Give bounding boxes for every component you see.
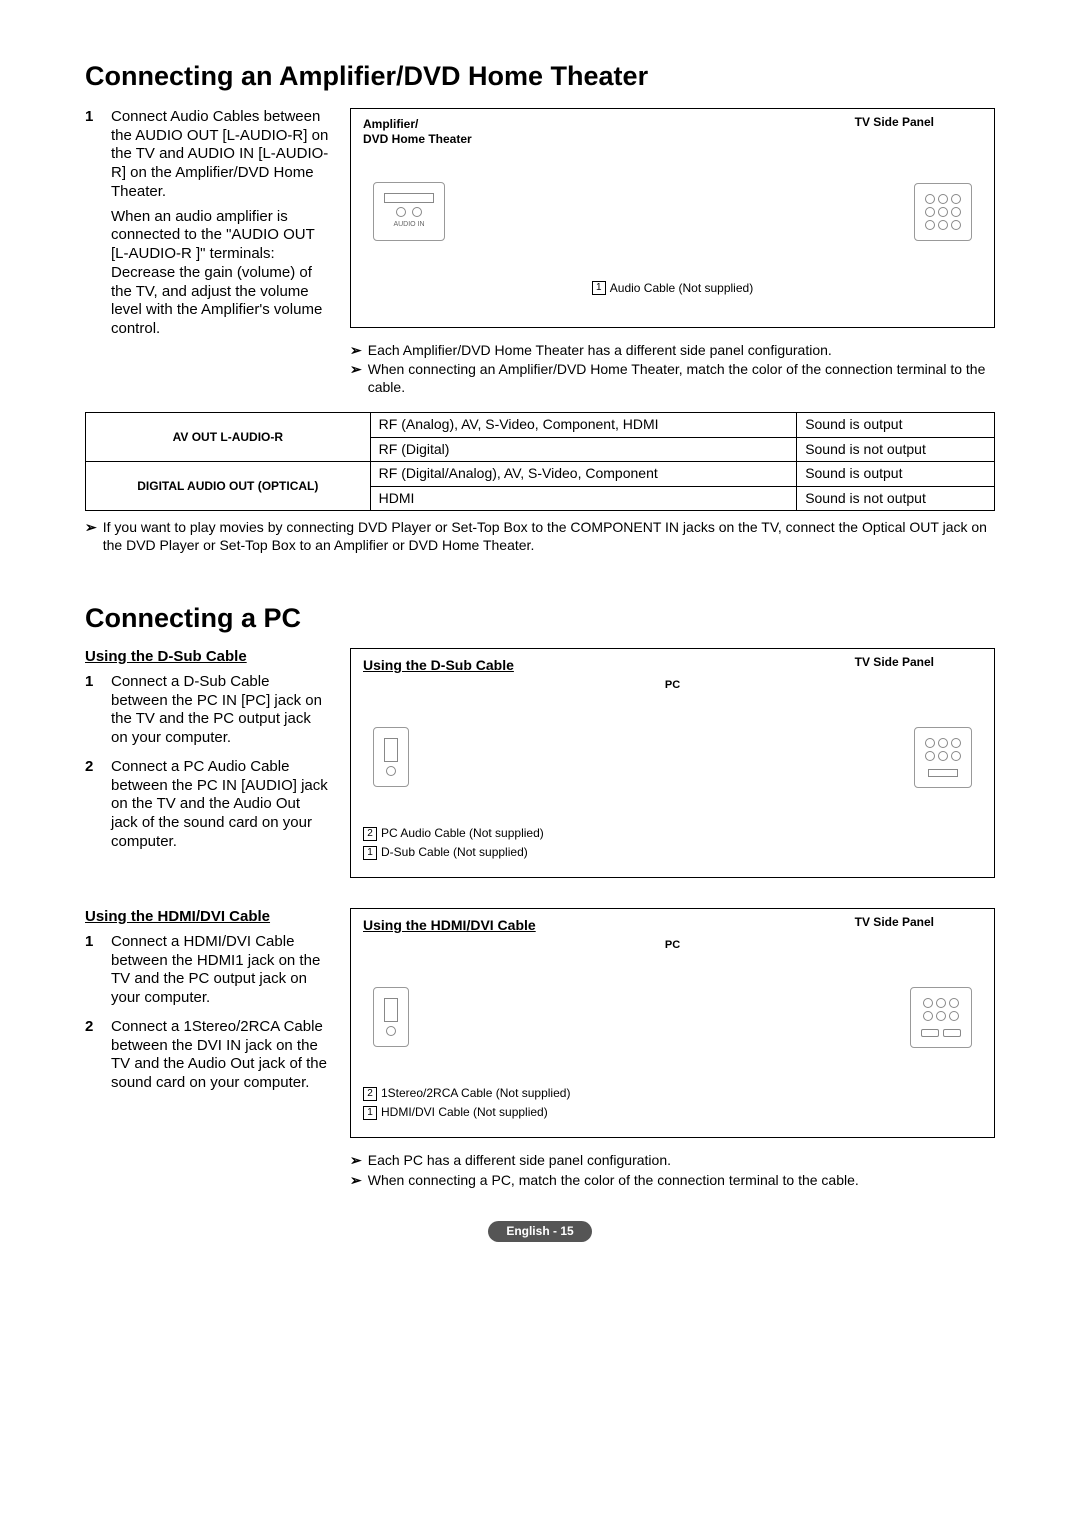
page-footer: English - 15: [85, 1221, 995, 1242]
step-text: Connect a D-Sub Cable between the PC IN …: [111, 673, 330, 748]
step-sub: When an audio amplifier is connected to …: [111, 208, 330, 339]
step: 2 Connect a PC Audio Cable between the P…: [85, 758, 330, 852]
note-text: Each Amplifier/DVD Home Theater has a di…: [368, 342, 832, 360]
note-text: When connecting a PC, match the color of…: [368, 1172, 859, 1190]
pc-label: PC: [363, 679, 982, 693]
table-cell: Sound is not output: [797, 437, 995, 462]
cable-note: Audio Cable (Not supplied): [610, 281, 753, 296]
diagram-schematic: AUDIO IN: [363, 147, 982, 277]
table-cell: Sound is not output: [797, 486, 995, 511]
step-text: Connect a 1Stereo/2RCA Cable between the…: [111, 1018, 330, 1093]
cable-note: PC Audio Cable (Not supplied): [381, 826, 544, 841]
step-text: Connect Audio Cables between the AUDIO O…: [111, 108, 330, 339]
steps-column: 1 Connect Audio Cables between the AUDIO…: [85, 108, 330, 399]
tv-panel: [914, 727, 972, 788]
note-list: ➢ Each Amplifier/DVD Home Theater has a …: [350, 342, 995, 397]
note-arrow-icon: ➢: [350, 1172, 362, 1190]
note-text: Each PC has a different side panel confi…: [368, 1152, 671, 1170]
tv-side-panel-label: TV Side Panel: [855, 115, 934, 130]
diagram-hdmi: Using the HDMI/DVI Cable TV Side Panel P…: [350, 908, 995, 1138]
row-header: AV OUT L-AUDIO-R: [86, 413, 371, 462]
footnote: ➢ If you want to play movies by connecti…: [85, 519, 995, 554]
table-cell: RF (Analog), AV, S-Video, Component, HDM…: [370, 413, 797, 438]
diagram-schematic: [363, 692, 982, 822]
step-number: 2: [85, 1018, 111, 1093]
section-title: Connecting a PC: [85, 602, 995, 636]
step-main: Connect Audio Cables between the AUDIO O…: [111, 108, 328, 200]
step: 1 Connect a D-Sub Cable between the PC I…: [85, 673, 330, 748]
note-list: ➢ Each PC has a different side panel con…: [350, 1152, 995, 1189]
step-number: 2: [85, 758, 111, 852]
amp-device: AUDIO IN: [373, 182, 445, 241]
tv-side-panel-label: TV Side Panel: [855, 655, 934, 670]
table-cell: HDMI: [370, 486, 797, 511]
cable-note: HDMI/DVI Cable (Not supplied): [381, 1105, 548, 1120]
tv-panel: [910, 987, 972, 1048]
table-cell: Sound is output: [797, 462, 995, 487]
subsection-heading: Using the D-Sub Cable: [85, 648, 330, 667]
step: 1 Connect a HDMI/DVI Cable between the H…: [85, 933, 330, 1008]
note-arrow-icon: ➢: [350, 361, 362, 379]
diagram-amplifier: TV Side Panel Amplifier/ DVD Home Theate…: [350, 108, 995, 328]
step-number: 1: [85, 108, 111, 339]
cable-note: 1Stereo/2RCA Cable (Not supplied): [381, 1086, 570, 1101]
pc-label: PC: [363, 939, 982, 953]
table-cell: RF (Digital/Analog), AV, S-Video, Compon…: [370, 462, 797, 487]
cable-number-box: 1: [363, 846, 377, 860]
section-title: Connecting an Amplifier/DVD Home Theater: [85, 60, 995, 94]
page-number-pill: English - 15: [488, 1221, 591, 1242]
step-text: Connect a PC Audio Cable between the PC …: [111, 758, 330, 852]
step-number: 1: [85, 933, 111, 1008]
note-arrow-icon: ➢: [350, 342, 362, 360]
subsection-heading: Using the HDMI/DVI Cable: [85, 908, 330, 927]
table-cell: RF (Digital): [370, 437, 797, 462]
cable-note: D-Sub Cable (Not supplied): [381, 845, 528, 860]
step-text: Connect a HDMI/DVI Cable between the HDM…: [111, 933, 330, 1008]
cable-number-box: 1: [363, 1106, 377, 1120]
tv-panel: [914, 183, 972, 241]
step-number: 1: [85, 673, 111, 748]
note-text: When connecting an Amplifier/DVD Home Th…: [368, 361, 995, 396]
diagram-dsub: Using the D-Sub Cable TV Side Panel PC: [350, 648, 995, 878]
note-arrow-icon: ➢: [350, 1152, 362, 1170]
footnote-text: If you want to play movies by connecting…: [103, 519, 995, 554]
note-arrow-icon: ➢: [85, 519, 97, 554]
step: 2 Connect a 1Stereo/2RCA Cable between t…: [85, 1018, 330, 1093]
table-cell: Sound is output: [797, 413, 995, 438]
amp-label-2: DVD Home Theater: [363, 132, 982, 147]
diagram-schematic: [363, 952, 982, 1082]
cable-number-box: 2: [363, 827, 377, 841]
pc-device: [373, 727, 409, 787]
row-header: DIGITAL AUDIO OUT (OPTICAL): [86, 462, 371, 511]
pc-device: [373, 987, 409, 1047]
cable-number-box: 1: [592, 281, 606, 295]
tv-side-panel-label: TV Side Panel: [855, 915, 934, 930]
cable-number-box: 2: [363, 1087, 377, 1101]
step: 1 Connect Audio Cables between the AUDIO…: [85, 108, 330, 339]
audio-output-table: AV OUT L-AUDIO-R RF (Analog), AV, S-Vide…: [85, 412, 995, 511]
